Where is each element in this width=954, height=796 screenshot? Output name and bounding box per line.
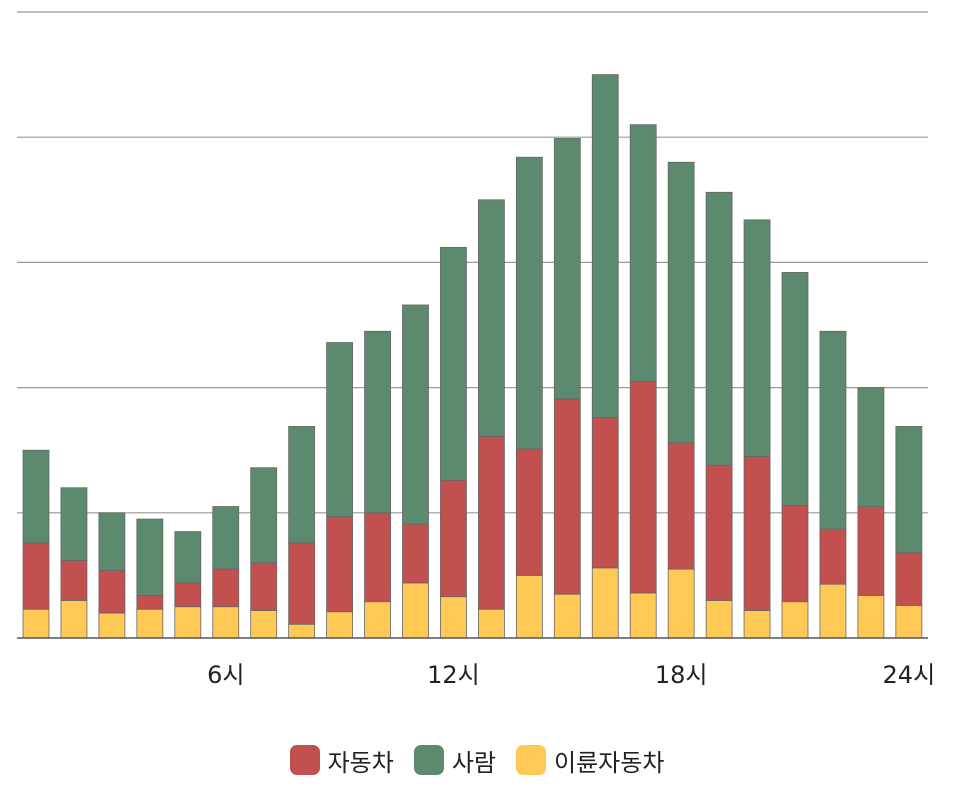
bar-segment <box>515 448 543 576</box>
bar-segment <box>174 606 202 639</box>
bar-segment <box>98 512 126 571</box>
x-tick-label: 18시 <box>655 661 708 689</box>
bar-segment <box>629 124 657 382</box>
x-tick-label: 12시 <box>427 661 480 689</box>
legend: 자동차 사람 이륜자동차 <box>0 740 954 780</box>
bar-segment <box>515 575 543 639</box>
bar-segment <box>288 426 316 544</box>
bar-segment <box>781 601 809 639</box>
bar-segment <box>250 562 278 611</box>
bar-segment <box>743 610 771 639</box>
bar-segment <box>857 387 885 507</box>
bar-segment <box>895 605 923 639</box>
bar-segment <box>98 612 126 639</box>
bar-segment <box>705 191 733 466</box>
x-axis: 6시 12시 18시 24시 <box>17 637 936 689</box>
bar-segment <box>250 610 278 639</box>
bar-segment <box>22 449 50 544</box>
bar-segment <box>667 161 695 444</box>
bar-segment <box>819 528 847 585</box>
legend-swatch <box>516 745 546 775</box>
legend-item: 자동차 <box>289 743 394 778</box>
bar-segment <box>22 608 50 639</box>
legend-label: 사람 <box>451 748 496 777</box>
stacked-bar-chart: 6시 12시 18시 24시 <box>17 11 936 689</box>
bar-segment <box>705 464 733 601</box>
bar-segment <box>743 456 771 611</box>
bar-segment <box>174 582 202 608</box>
bar-segment <box>477 608 505 639</box>
bar-segment <box>477 436 505 610</box>
bar-segment <box>402 523 429 584</box>
grid-lines <box>17 11 928 514</box>
bar-segment <box>402 582 429 639</box>
bar-segment <box>212 506 240 570</box>
bar-segment <box>857 595 885 639</box>
bar-segment <box>553 138 581 400</box>
bar-segment <box>819 583 847 639</box>
bars <box>22 74 923 639</box>
bar-segment <box>136 595 164 610</box>
bar-segment <box>629 380 657 594</box>
bar-segment <box>174 531 202 584</box>
x-tick-label: 6시 <box>207 661 244 689</box>
bar-segment <box>781 272 809 506</box>
bar-segment <box>288 623 316 639</box>
bar-segment <box>819 330 847 530</box>
bar-segment <box>591 417 619 569</box>
bar-segment <box>98 569 126 614</box>
bar-segment <box>440 479 467 598</box>
bar-segment <box>60 487 88 561</box>
bar-segment <box>895 426 923 554</box>
bar-segment <box>515 156 543 450</box>
bar-segment <box>326 516 354 613</box>
bar-segment <box>364 330 391 514</box>
bar-segment <box>440 246 467 481</box>
legend-label: 이륜자동차 <box>554 748 665 777</box>
bar-segment <box>743 219 771 457</box>
bar-segment <box>553 593 581 639</box>
legend-item: 이륜자동차 <box>516 743 664 778</box>
bar-segment <box>667 568 695 639</box>
bar-segment <box>326 611 354 639</box>
bar-segment <box>288 542 316 625</box>
x-tick-label: 24시 <box>883 661 936 689</box>
bar-segment <box>60 600 88 639</box>
bar-segment <box>326 342 354 517</box>
bar-segment <box>857 506 885 596</box>
bar-segment <box>136 608 164 639</box>
bar-segment <box>364 512 391 603</box>
legend-item: 사람 <box>413 743 496 778</box>
legend-swatch <box>289 745 320 775</box>
bar-segment <box>553 398 581 595</box>
bar-segment <box>402 304 429 525</box>
bar-segment <box>895 552 923 606</box>
bar-segment <box>781 504 809 603</box>
bar-segment <box>22 542 50 610</box>
legend-label: 자동차 <box>327 748 394 777</box>
bar-segment <box>629 592 657 639</box>
legend-swatch <box>413 745 444 775</box>
bar-segment <box>591 567 619 639</box>
bar-segment <box>705 600 733 639</box>
bar-segment <box>667 442 695 570</box>
bar-segment <box>364 601 391 639</box>
bar-segment <box>250 467 278 564</box>
bar-segment <box>440 596 467 639</box>
bar-segment <box>60 559 88 601</box>
bar-segment <box>477 199 505 437</box>
bar-segment <box>212 606 240 639</box>
bar-segment <box>591 74 619 419</box>
bar-segment <box>212 568 240 608</box>
bar-segment <box>136 518 164 596</box>
